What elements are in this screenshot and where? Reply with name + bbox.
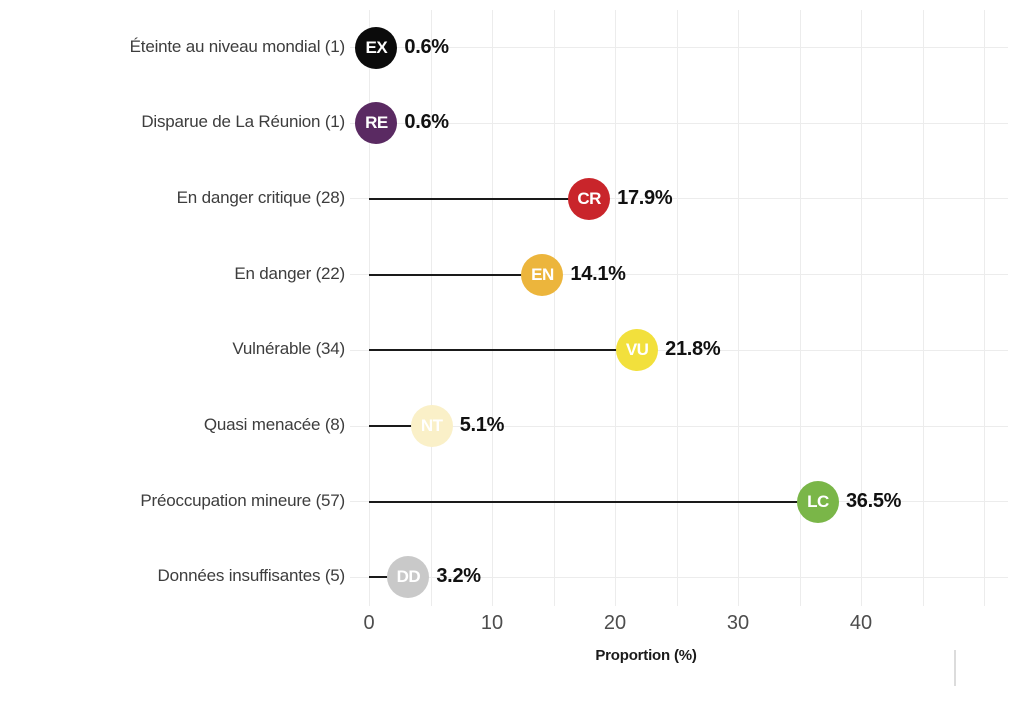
gridline-horizontal: [350, 198, 1008, 200]
x-tick-label: 20: [603, 612, 627, 634]
category-label: Préoccupation mineure (57): [140, 490, 345, 510]
x-tick-label: 40: [849, 612, 873, 634]
category-label: En danger (22): [234, 263, 345, 283]
value-label: 0.6%: [404, 111, 449, 134]
gridline-vertical: [615, 10, 616, 606]
scrollbar-artifact: [954, 650, 956, 686]
value-label: 0.6%: [404, 35, 449, 58]
lollipop-stem: [369, 425, 432, 427]
gridline-horizontal: [350, 47, 1008, 48]
category-badge-re: RE: [355, 102, 398, 145]
lollipop-stem: [369, 349, 638, 352]
gridline-vertical: [922, 10, 924, 606]
gridline-horizontal: [350, 425, 1008, 427]
category-badge-dd: DD: [387, 556, 430, 599]
gridline-vertical: [430, 10, 432, 606]
value-label: 21.8%: [665, 338, 721, 361]
lollipop-stem: [369, 197, 590, 200]
category-badge-lc: LC: [796, 480, 839, 523]
value-label: 5.1%: [459, 414, 505, 436]
category-badge-cr: CR: [568, 177, 611, 220]
x-axis-title: Proportion (%): [595, 647, 697, 664]
category-label: Éteinte au niveau mondial (1): [129, 36, 346, 56]
gridline-vertical: [369, 10, 370, 606]
gridline-horizontal: [350, 349, 1008, 351]
value-label: 3.2%: [436, 565, 481, 588]
gridline-vertical: [861, 10, 862, 606]
gridline-vertical: [984, 10, 985, 606]
category-label: Disparue de La Réunion (1): [141, 112, 345, 132]
category-label: En danger critique (28): [176, 187, 346, 207]
value-label: 17.9%: [617, 186, 673, 209]
category-label: Vulnérable (34): [232, 339, 345, 359]
gridline-vertical: [738, 10, 739, 606]
category-badge-nt: NT: [410, 405, 453, 447]
category-label: Données insuffisantes (5): [157, 566, 346, 586]
gridline-vertical: [492, 10, 493, 606]
value-label: 14.1%: [570, 262, 626, 285]
x-tick-label: 30: [726, 612, 750, 634]
gridline-vertical: [676, 10, 678, 606]
x-tick-label: 10: [480, 612, 504, 634]
gridline-horizontal: [350, 274, 1008, 276]
category-badge-vu: VU: [616, 329, 659, 372]
gridline-vertical: [553, 10, 555, 606]
category-badge-en: EN: [521, 253, 564, 296]
gridline-horizontal: [350, 576, 1008, 578]
category-label: Quasi menacée (8): [203, 415, 345, 434]
value-label: 36.5%: [845, 489, 902, 512]
gridline-horizontal: [350, 122, 1008, 124]
x-tick-label: 0: [363, 612, 375, 634]
lollipop-stem: [369, 273, 543, 276]
lollipop-stem: [369, 500, 818, 503]
gridline-vertical: [799, 10, 801, 606]
category-badge-ex: EX: [355, 26, 398, 69]
